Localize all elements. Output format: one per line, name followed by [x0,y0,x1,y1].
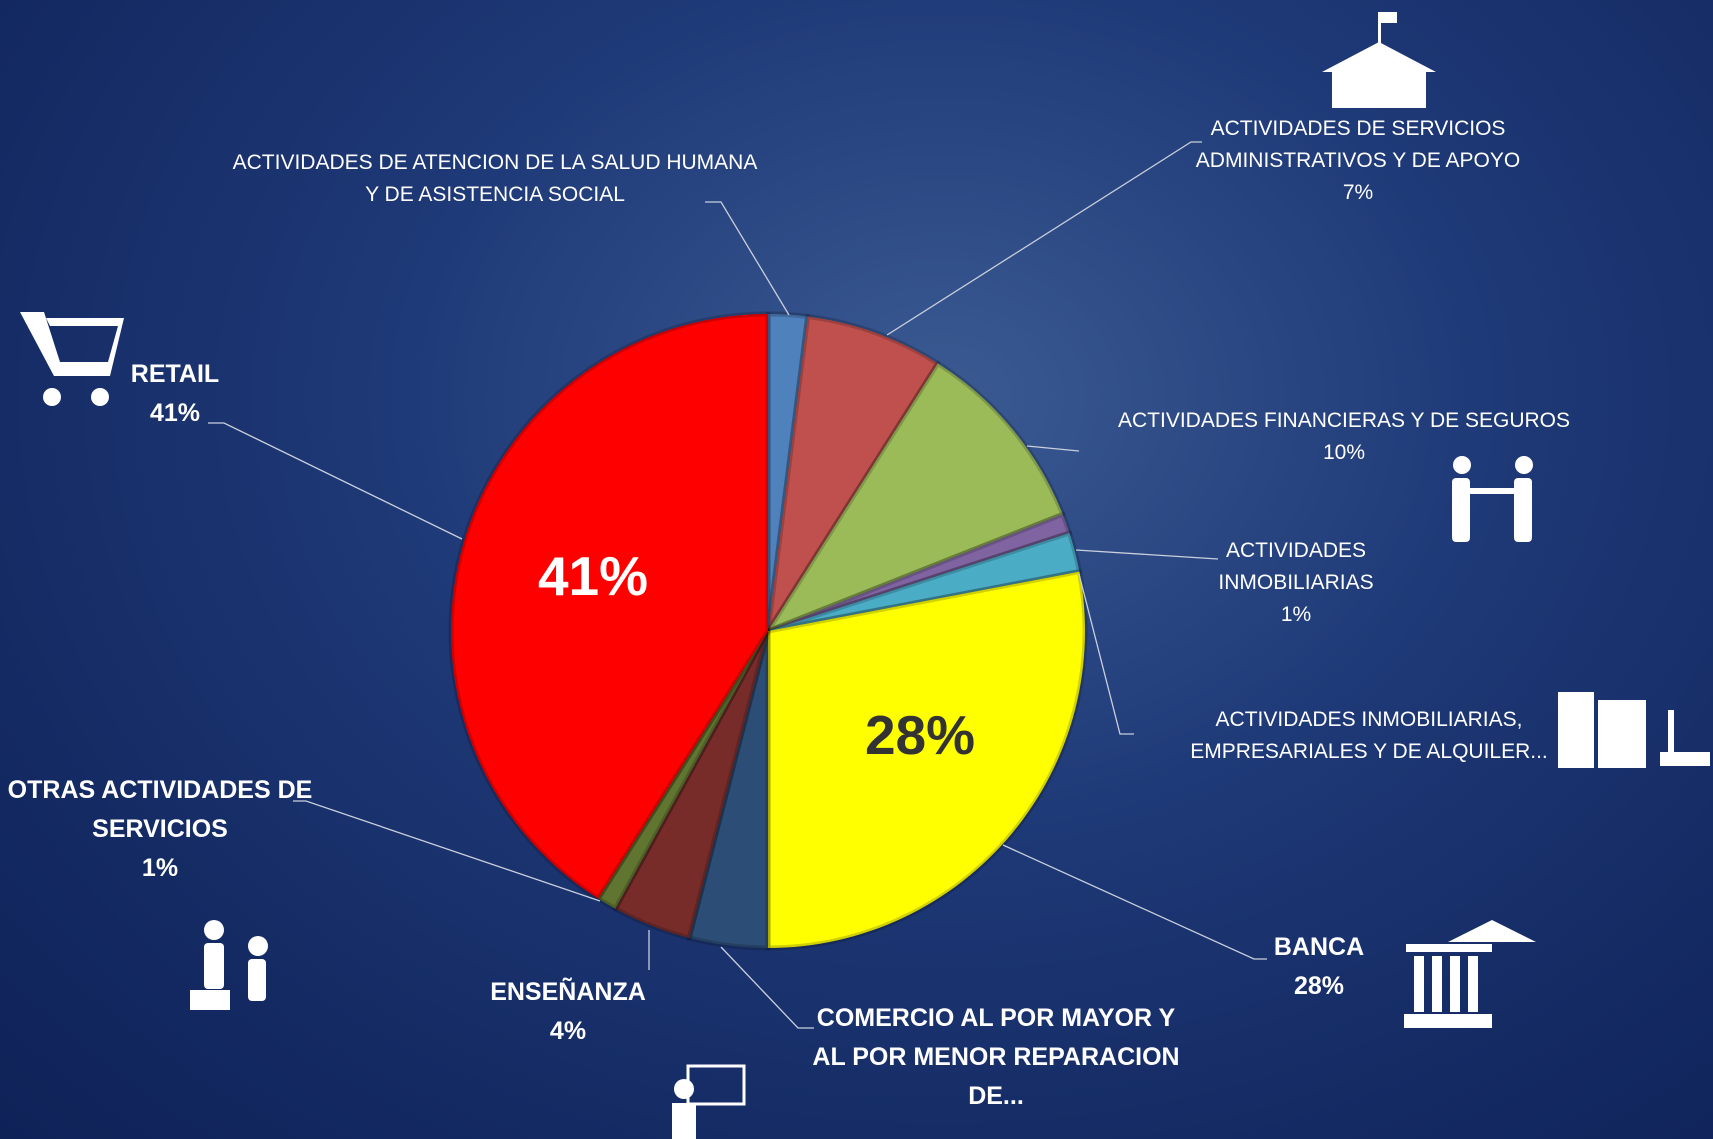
category-label: ACTIVIDADES INMOBILIARIAS [1218,539,1374,594]
label: ACTIVIDADES FINANCIERAS Y DE SEGUROS 10% [1034,405,1654,469]
label: COMERCIO AL POR MAYOR Y AL POR MENOR REP… [801,999,1191,1116]
pie-slice [765,311,811,634]
leader-line [886,141,1202,336]
category-label: RETAIL [130,360,220,388]
label: ACTIVIDADES DE SERVICIOS ADMINISTRATIVOS… [1173,113,1543,209]
pie [448,311,1088,951]
value-label: 7% [1342,181,1374,204]
pie-slice [765,360,1066,634]
category-label: COMERCIO AL POR MAYOR Y AL POR MENOR REP… [812,1004,1180,1110]
pie-slice [595,628,771,912]
pie-slice [765,314,941,634]
pie-slice [765,511,1072,634]
label: ACTIVIDADES INMOBILIARIAS, EMPRESARIALES… [1139,704,1599,768]
value-label: 41% [149,399,201,427]
label: BANCA 28% [1239,928,1399,1006]
leader-line [720,946,814,1029]
label: RETAIL 41% [105,355,245,433]
value-label: 1% [1280,603,1312,626]
leader-line [1078,573,1134,735]
slice-label: 41% [537,545,649,607]
category-label: OTRAS ACTIVIDADES DE SERVICIOS [7,776,313,843]
category-label: ACTIVIDADES DE ATENCION DE LA SALUD HUMA… [232,151,758,206]
pie-slice [448,311,771,902]
school-icon [1322,12,1436,108]
leader-line [208,422,463,540]
handshake-icon [1452,456,1533,542]
leader-line [1002,844,1267,960]
value-label: 10% [1322,441,1366,464]
category-label: ENSEÑANZA [490,978,646,1006]
bank-icon [1404,920,1536,1028]
pie-slice [765,569,1088,951]
cart-icon [20,312,124,406]
label: ENSEÑANZA 4% [458,973,678,1051]
pie-slice [612,628,771,941]
pie-slice [765,530,1082,634]
category-label: ACTIVIDADES DE SERVICIOS ADMINISTRATIVOS… [1195,117,1521,172]
category-label: ACTIVIDADES FINANCIERAS Y DE SEGUROS [1118,409,1570,432]
leader-line [293,800,601,902]
value-label: 1% [141,854,179,882]
pie-slice [686,628,771,951]
category-label: BANCA [1273,933,1365,961]
label: ACTIVIDADES DE ATENCION DE LA SALUD HUMA… [225,147,765,211]
leader-line [1026,445,1080,452]
leader-line [705,201,790,316]
value-label: 28% [1293,972,1345,1000]
slice-label: 28% [864,704,976,766]
category-label: ACTIVIDADES INMOBILIARIAS, EMPRESARIALES… [1190,708,1548,763]
leader-line [1075,549,1219,560]
label: OTRAS ACTIVIDADES DE SERVICIOS 1% [0,771,320,888]
help-icon [190,920,268,1010]
teacher-icon [672,1064,746,1139]
value-label: 4% [549,1017,587,1045]
label: ACTIVIDADES INMOBILIARIAS 1% [1186,535,1406,631]
buildings-icon [1558,692,1710,768]
